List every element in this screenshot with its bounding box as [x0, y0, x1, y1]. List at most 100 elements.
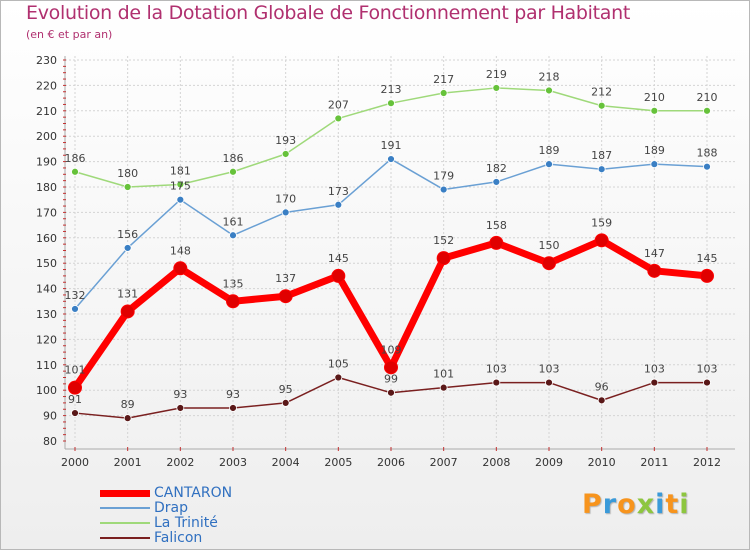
x-tick-label-2009: 2009: [535, 456, 563, 469]
data-point-falicon-2010: [597, 396, 606, 405]
y-tick-label-190: 190: [36, 156, 57, 169]
y-tick-label-80: 80: [43, 435, 57, 448]
logo-letter: r: [602, 489, 618, 520]
y-tick-label-130: 130: [36, 308, 57, 321]
data-point-la-trinit--2006: [387, 99, 395, 108]
data-label-la-trinit--2001: 180: [117, 167, 138, 180]
data-point-cantaron-2000: [68, 380, 82, 395]
data-label-drap-2007: 179: [433, 170, 454, 183]
data-label-la-trinit--2011: 210: [644, 91, 665, 104]
logo-letter: i: [679, 489, 690, 520]
data-label-cantaron-2000: 101: [65, 364, 86, 377]
data-point-falicon-2000: [71, 409, 79, 417]
data-label-cantaron-2001: 131: [117, 287, 138, 300]
data-point-la-trinit--2010: [597, 101, 606, 110]
data-point-drap-2000: [71, 305, 79, 313]
data-point-la-trinit--2008: [492, 84, 501, 92]
x-tick-label-2005: 2005: [324, 456, 352, 469]
data-point-cantaron-2004: [278, 289, 293, 304]
data-label-cantaron-2005: 145: [328, 252, 349, 265]
data-label-falicon-2012: 103: [697, 363, 718, 376]
data-label-la-trinit--2003: 186: [223, 152, 244, 165]
data-point-la-trinit--2009: [545, 86, 553, 95]
data-point-cantaron-2001: [120, 304, 135, 319]
legend-item-falicon: Falicon: [100, 530, 300, 546]
data-label-falicon-2000: 91: [68, 393, 82, 406]
legend-item-drap: Drap: [100, 500, 300, 516]
data-point-cantaron-2012: [700, 268, 714, 283]
legend-item-la-trinit-: La Trinité: [100, 515, 300, 531]
data-point-cantaron-2003: [226, 294, 240, 309]
data-point-falicon-2006: [387, 388, 395, 397]
data-point-falicon-2009: [545, 378, 553, 387]
data-point-la-trinit--2012: [703, 106, 711, 115]
data-point-cantaron-2002: [173, 261, 188, 276]
legend-label-drap: Drap: [154, 500, 189, 516]
y-tick-label-140: 140: [36, 283, 57, 296]
legend-label-falicon: Falicon: [154, 530, 203, 546]
data-label-cantaron-2002: 148: [170, 244, 191, 257]
data-point-cantaron-2006: [384, 360, 398, 375]
data-label-drap-2009: 189: [539, 144, 560, 157]
data-point-falicon-2012: [703, 378, 711, 387]
data-point-falicon-2008: [492, 378, 501, 387]
x-tick-label-2003: 2003: [219, 456, 247, 469]
data-point-la-trinit--2002: [176, 180, 185, 189]
y-tick-label-100: 100: [36, 384, 57, 397]
data-label-drap-2003: 161: [223, 215, 244, 228]
data-label-cantaron-2006: 109: [381, 343, 402, 356]
data-label-drap-2005: 173: [328, 185, 349, 198]
legend-label-cantaron: CANTARON: [154, 485, 233, 501]
data-point-la-trinit--2001: [123, 183, 132, 191]
data-point-falicon-2001: [123, 414, 132, 423]
data-label-la-trinit--2009: 218: [539, 70, 560, 83]
data-point-falicon-2007: [439, 383, 448, 392]
data-point-la-trinit--2011: [650, 106, 659, 115]
x-tick-label-2008: 2008: [482, 456, 510, 469]
data-label-falicon-2004: 95: [279, 383, 293, 396]
data-point-cantaron-2007: [436, 251, 451, 266]
data-label-falicon-2011: 103: [644, 363, 665, 376]
data-label-falicon-2001: 89: [121, 398, 135, 411]
data-label-la-trinit--2007: 217: [433, 73, 454, 86]
y-tick-label-180: 180: [36, 181, 57, 194]
data-point-falicon-2002: [176, 404, 185, 412]
data-label-falicon-2002: 93: [173, 388, 187, 401]
y-tick-label-170: 170: [36, 206, 57, 219]
data-point-drap-2004: [281, 208, 290, 217]
data-label-la-trinit--2008: 219: [486, 68, 507, 81]
data-label-falicon-2009: 103: [539, 363, 560, 376]
data-label-drap-2002: 175: [170, 180, 191, 193]
data-point-cantaron-2011: [647, 263, 662, 278]
data-label-drap-2000: 132: [65, 289, 86, 302]
data-point-drap-2002: [176, 195, 185, 204]
chart-subtitle: (en € et par an): [26, 28, 113, 41]
data-point-cantaron-2008: [489, 235, 504, 250]
legend-label-la-trinit-: La Trinité: [154, 515, 218, 531]
data-point-la-trinit--2004: [281, 150, 290, 158]
data-point-drap-2007: [439, 185, 448, 194]
chart-title: Evolution de la Dotation Globale de Fonc…: [26, 2, 631, 24]
data-label-falicon-2010: 96: [595, 380, 609, 393]
data-label-drap-2004: 170: [275, 192, 296, 205]
legend-swatch-falicon: [100, 537, 150, 539]
y-tick-label-150: 150: [36, 257, 57, 270]
data-label-cantaron-2012: 145: [697, 252, 718, 265]
data-point-drap-2009: [545, 160, 553, 169]
data-label-cantaron-2009: 150: [539, 239, 560, 252]
y-tick-label-220: 220: [36, 79, 57, 92]
data-label-falicon-2005: 105: [328, 358, 349, 371]
data-point-drap-2011: [650, 160, 659, 169]
data-label-drap-2010: 187: [591, 149, 612, 162]
x-tick-label-2004: 2004: [272, 456, 300, 469]
data-point-la-trinit--2003: [229, 167, 237, 176]
data-point-la-trinit--2000: [71, 167, 79, 176]
data-point-cantaron-2010: [594, 233, 609, 248]
y-tick-label-120: 120: [36, 333, 57, 346]
data-label-drap-2001: 156: [117, 228, 138, 241]
logo-letter: P: [582, 489, 603, 520]
data-label-la-trinit--2010: 212: [591, 86, 612, 99]
legend-swatch-cantaron: [100, 489, 150, 497]
data-label-falicon-2006: 99: [384, 373, 398, 386]
legend-swatch-drap: [100, 507, 150, 509]
